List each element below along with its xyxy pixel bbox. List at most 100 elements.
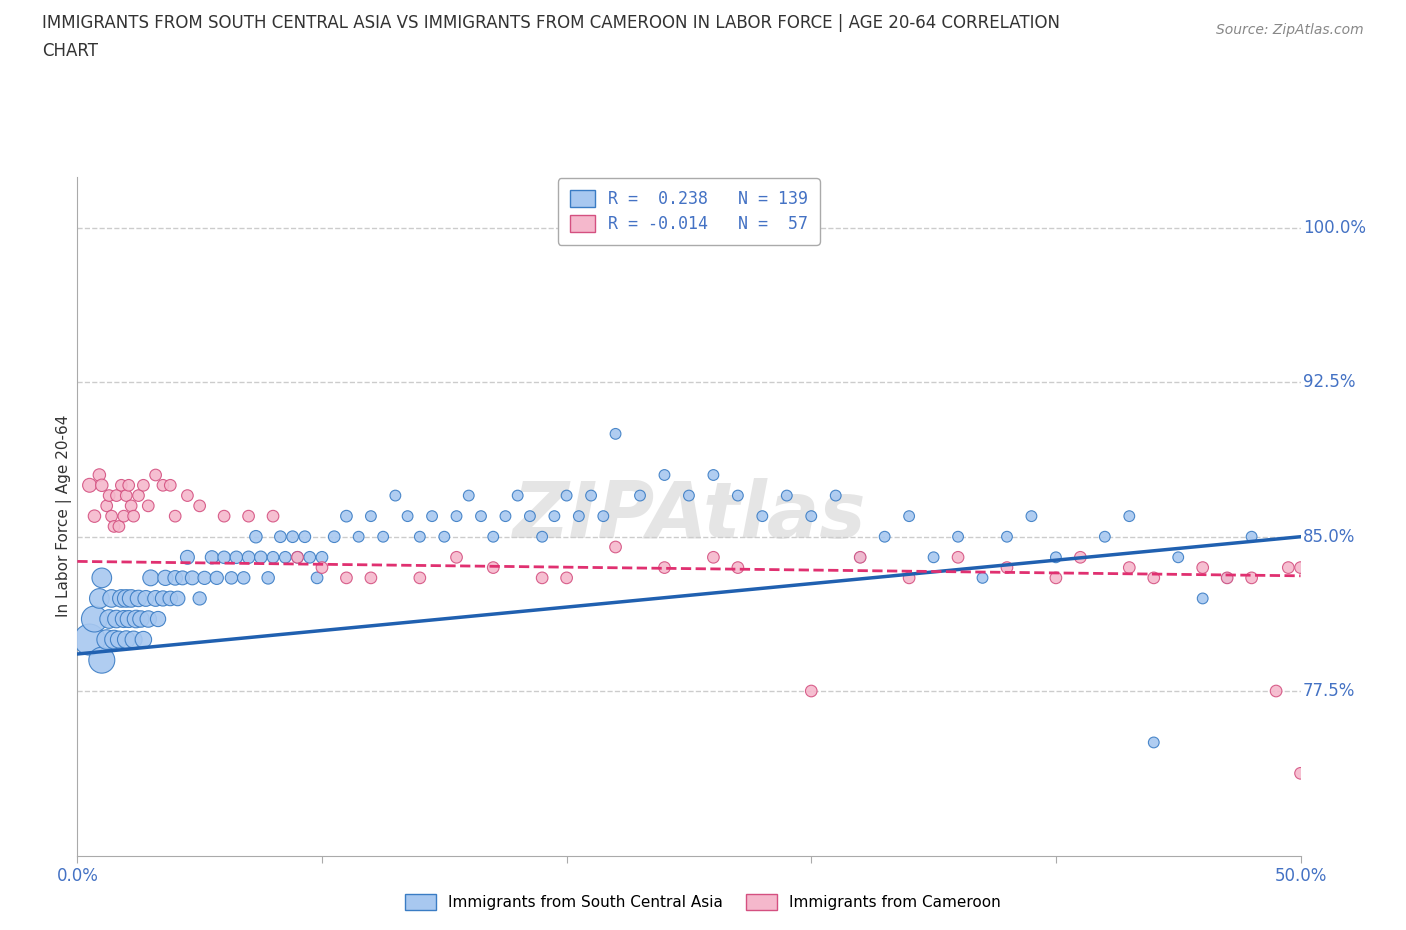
Point bbox=[1143, 570, 1166, 585]
Point bbox=[360, 509, 382, 524]
Point bbox=[409, 570, 432, 585]
Point bbox=[269, 529, 291, 544]
Point bbox=[165, 570, 187, 585]
Point bbox=[232, 570, 254, 585]
Point bbox=[79, 478, 101, 493]
Point bbox=[543, 509, 565, 524]
Point bbox=[579, 488, 602, 503]
Point bbox=[555, 488, 578, 503]
Point bbox=[678, 488, 700, 503]
Point bbox=[727, 488, 749, 503]
Point bbox=[1045, 550, 1067, 565]
Text: CHART: CHART bbox=[42, 42, 98, 60]
Point bbox=[1240, 529, 1263, 544]
Point bbox=[83, 612, 105, 627]
Point bbox=[90, 570, 112, 585]
Point bbox=[482, 529, 505, 544]
Point bbox=[287, 550, 309, 565]
Point bbox=[132, 632, 155, 647]
Point bbox=[495, 509, 517, 524]
Point bbox=[105, 612, 128, 627]
Point bbox=[335, 509, 357, 524]
Point bbox=[205, 570, 228, 585]
Point bbox=[519, 509, 541, 524]
Point bbox=[1167, 550, 1189, 565]
Point bbox=[79, 632, 101, 647]
Point bbox=[135, 591, 157, 605]
Point bbox=[238, 509, 260, 524]
Point bbox=[1021, 509, 1043, 524]
Point bbox=[122, 509, 145, 524]
Point bbox=[654, 560, 676, 575]
Point bbox=[898, 509, 921, 524]
Point bbox=[118, 612, 141, 627]
Point bbox=[1191, 591, 1213, 605]
Point bbox=[555, 570, 578, 585]
Point bbox=[145, 591, 167, 605]
Point bbox=[152, 591, 174, 605]
Point bbox=[360, 570, 382, 585]
Point bbox=[506, 488, 529, 503]
Point bbox=[1289, 560, 1312, 575]
Point bbox=[159, 478, 181, 493]
Point bbox=[166, 591, 188, 605]
Point bbox=[100, 509, 122, 524]
Point bbox=[155, 570, 177, 585]
Point bbox=[457, 488, 479, 503]
Point bbox=[83, 509, 105, 524]
Point bbox=[1191, 560, 1213, 575]
Point bbox=[298, 550, 321, 565]
Text: 85.0%: 85.0% bbox=[1303, 527, 1355, 546]
Point bbox=[972, 570, 994, 585]
Point bbox=[165, 509, 187, 524]
Point bbox=[384, 488, 406, 503]
Point bbox=[110, 591, 132, 605]
Point bbox=[995, 560, 1018, 575]
Point bbox=[1118, 509, 1140, 524]
Point bbox=[307, 570, 329, 585]
Point bbox=[225, 550, 247, 565]
Point bbox=[702, 550, 724, 565]
Point bbox=[172, 570, 194, 585]
Point bbox=[96, 632, 118, 647]
Point bbox=[281, 529, 304, 544]
Point bbox=[420, 509, 443, 524]
Point bbox=[136, 498, 159, 513]
Point bbox=[112, 509, 135, 524]
Point bbox=[103, 519, 125, 534]
Point bbox=[946, 529, 969, 544]
Point bbox=[115, 488, 138, 503]
Point bbox=[159, 591, 181, 605]
Point bbox=[995, 529, 1018, 544]
Point bbox=[433, 529, 456, 544]
Text: IMMIGRANTS FROM SOUTH CENTRAL ASIA VS IMMIGRANTS FROM CAMEROON IN LABOR FORCE | : IMMIGRANTS FROM SOUTH CENTRAL ASIA VS IM… bbox=[42, 14, 1060, 32]
Point bbox=[409, 529, 432, 544]
Y-axis label: In Labor Force | Age 20-64: In Labor Force | Age 20-64 bbox=[56, 415, 72, 618]
Point bbox=[176, 488, 198, 503]
Point bbox=[146, 612, 169, 627]
Text: 100.0%: 100.0% bbox=[1303, 219, 1367, 237]
Point bbox=[446, 550, 468, 565]
Point bbox=[201, 550, 224, 565]
Point bbox=[262, 509, 284, 524]
Point bbox=[800, 509, 823, 524]
Point bbox=[922, 550, 945, 565]
Point bbox=[311, 550, 333, 565]
Point bbox=[396, 509, 419, 524]
Point bbox=[1094, 529, 1116, 544]
Point bbox=[568, 509, 591, 524]
Point bbox=[181, 570, 204, 585]
Point bbox=[152, 478, 174, 493]
Point bbox=[108, 632, 131, 647]
Point bbox=[127, 488, 149, 503]
Point bbox=[1240, 570, 1263, 585]
Point bbox=[1143, 735, 1166, 750]
Text: ZIPAtlas: ZIPAtlas bbox=[512, 478, 866, 554]
Point bbox=[1277, 560, 1299, 575]
Point bbox=[132, 478, 155, 493]
Point bbox=[120, 591, 142, 605]
Legend: Immigrants from South Central Asia, Immigrants from Cameroon: Immigrants from South Central Asia, Immi… bbox=[398, 886, 1008, 918]
Point bbox=[335, 570, 357, 585]
Point bbox=[245, 529, 267, 544]
Point bbox=[89, 591, 111, 605]
